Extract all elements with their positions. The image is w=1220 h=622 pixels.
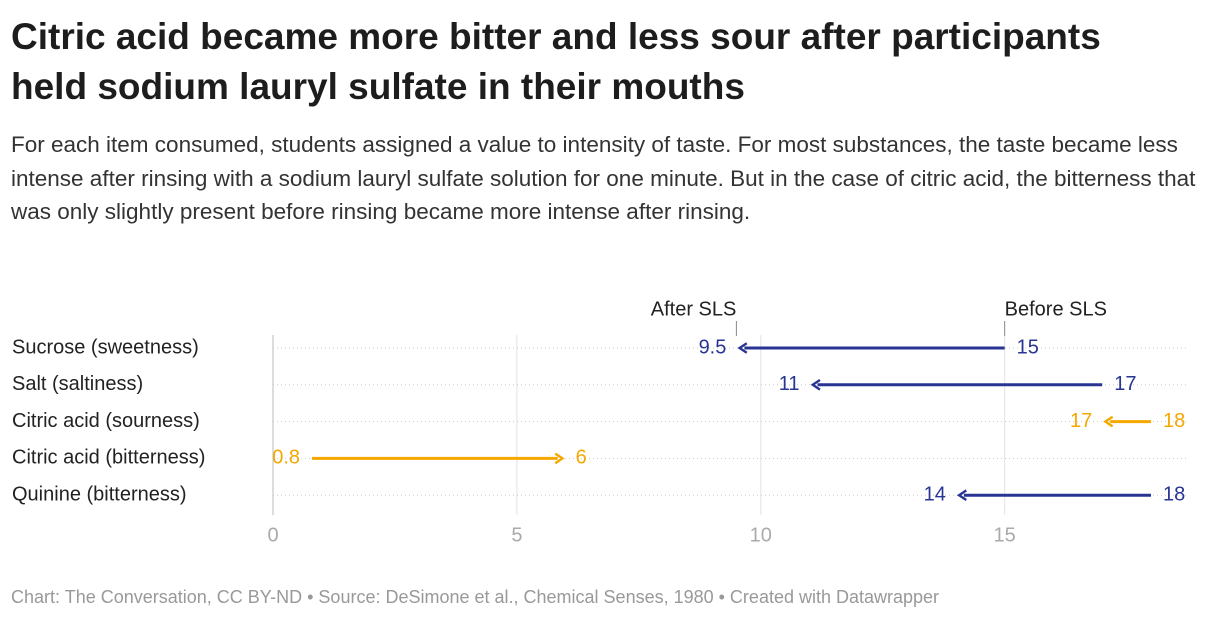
value-label: 17	[1114, 373, 1136, 395]
y-tick-label: Citric acid (bitterness)	[12, 447, 205, 469]
chart: 0 5 10 15 Sucrose (sweetness) 15 9.5 Salt (salt…	[12, 298, 1187, 546]
y-tick-label: Sucrose (sweetness)	[12, 336, 199, 358]
value-label: 18	[1163, 483, 1185, 505]
series-label: Before SLS	[1005, 298, 1107, 320]
value-label: 18	[1163, 410, 1185, 432]
x-tick-label: 0	[267, 524, 278, 546]
value-label: 14	[924, 483, 946, 505]
x-tick-label: 5	[511, 524, 522, 546]
y-tick-label: Salt (saltiness)	[12, 373, 143, 395]
y-tick-label: Citric acid (sourness)	[12, 410, 200, 432]
y-tick-label: Quinine (bitterness)	[12, 483, 187, 505]
value-label: 11	[779, 373, 800, 395]
x-tick-label: 15	[994, 524, 1016, 546]
value-label: 15	[1017, 336, 1039, 358]
chart-title: Citric acid became more bitter and less …	[11, 16, 1101, 107]
chart-footer: Chart: The Conversation, CC BY-ND • Sour…	[11, 587, 940, 607]
value-label: 0.8	[272, 447, 300, 469]
chart-subtitle: For each item consumed, students assigne…	[11, 132, 1196, 224]
series-label: After SLS	[651, 298, 737, 320]
value-label: 17	[1070, 410, 1092, 432]
x-tick-label: 10	[750, 524, 772, 546]
value-label: 9.5	[699, 336, 727, 358]
value-label: 6	[576, 447, 587, 469]
